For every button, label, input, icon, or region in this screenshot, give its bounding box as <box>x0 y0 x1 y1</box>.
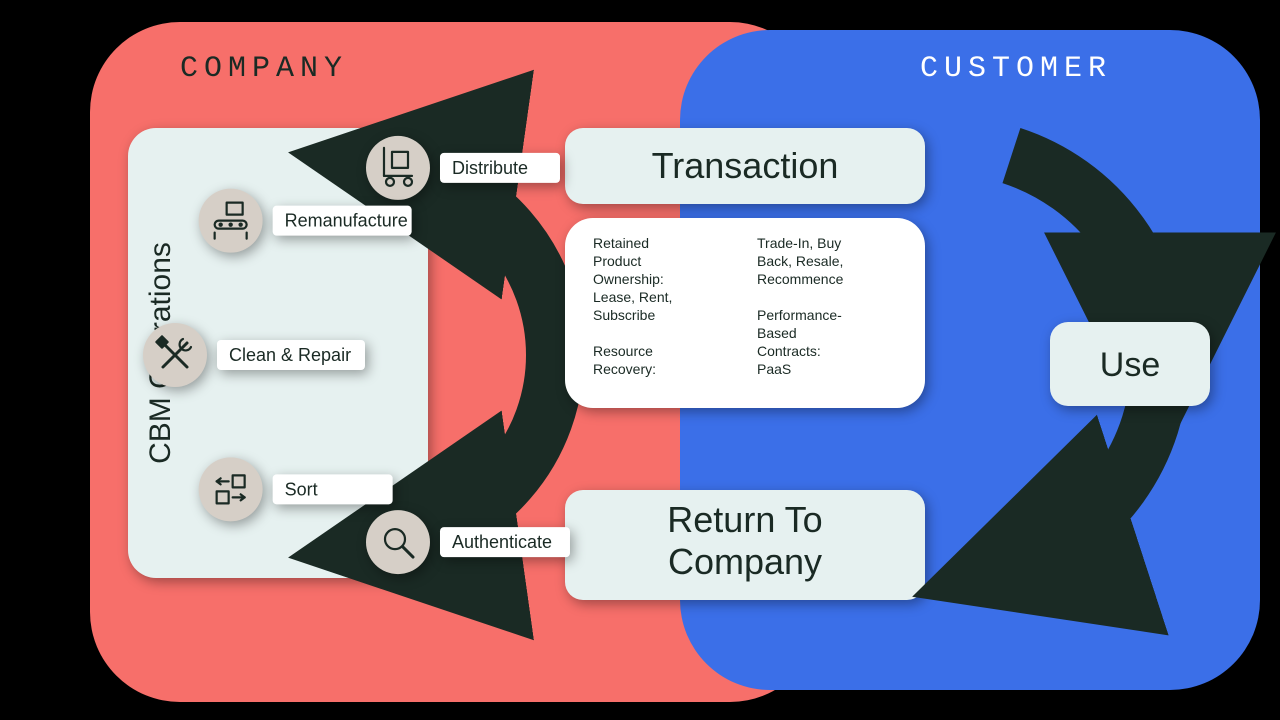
transaction-detail-text: Recovery: <box>593 361 656 377</box>
transaction-detail-text: Trade-In, Buy <box>757 235 841 251</box>
transaction-detail-text: Based <box>757 325 797 341</box>
op-sort <box>199 457 263 521</box>
transaction-detail-text: Ownership: <box>593 271 664 287</box>
transaction-detail-text: Performance- <box>757 307 842 323</box>
transaction-detail-text: Product <box>593 253 641 269</box>
op-distribute <box>366 136 430 200</box>
op-clean_repair-label: Clean & Repair <box>229 345 351 365</box>
transaction-detail-text: Contracts: <box>757 343 821 359</box>
op-sort-label: Sort <box>285 479 318 499</box>
op-authenticate-label: Authenticate <box>452 532 552 552</box>
customer-header: CUSTOMER <box>920 52 1112 86</box>
transaction-detail-text: Subscribe <box>593 307 655 323</box>
return-label-1: Return To <box>667 499 822 540</box>
op-remanufacture-label: Remanufacture <box>285 211 408 231</box>
company-header: COMPANY <box>180 52 348 86</box>
transaction-detail-text: Recommence <box>757 271 844 287</box>
return-label-2: Company <box>668 541 822 582</box>
transaction-detail-text: Back, Resale, <box>757 253 843 269</box>
transaction-detail-text: Resource <box>593 343 653 359</box>
use-label: Use <box>1100 346 1160 384</box>
op-clean_repair <box>143 323 207 387</box>
op-distribute-label: Distribute <box>452 158 528 178</box>
transaction-detail-text: Retained <box>593 235 649 251</box>
transaction-detail-text: PaaS <box>757 361 791 377</box>
transaction-detail-text: Lease, Rent, <box>593 289 672 305</box>
transaction-label: Transaction <box>652 145 839 186</box>
op-authenticate <box>366 510 430 574</box>
op-remanufacture <box>199 189 263 253</box>
